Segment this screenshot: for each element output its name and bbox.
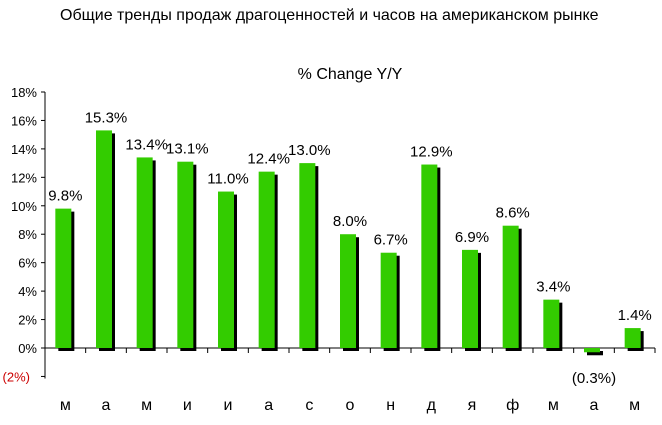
category-label: ф xyxy=(506,397,519,414)
category-label: н xyxy=(386,397,395,414)
data-label: 13.1% xyxy=(166,141,209,158)
data-label: 1.4% xyxy=(618,307,652,324)
bar-shadow xyxy=(587,351,603,356)
y-tick-label: 4% xyxy=(18,284,37,299)
data-label: 8.0% xyxy=(333,213,367,230)
bar xyxy=(218,191,234,348)
data-label: 6.7% xyxy=(374,232,408,249)
y-tick-label: 18% xyxy=(11,85,37,100)
data-label: 6.9% xyxy=(455,229,489,246)
chart-subtitle: % Change Y/Y xyxy=(297,66,403,83)
category-label: и xyxy=(183,397,192,414)
y-tick-label: (2%) xyxy=(3,369,30,384)
bar xyxy=(96,130,112,348)
category-label: я xyxy=(468,397,477,414)
y-tick-label: 16% xyxy=(11,113,37,128)
category-label: м xyxy=(548,397,559,414)
data-label: 11.0% xyxy=(207,171,248,188)
data-label: 13.0% xyxy=(288,142,331,159)
category-label: и xyxy=(224,397,233,414)
bar xyxy=(340,234,356,348)
category-label: а xyxy=(264,397,273,414)
bar xyxy=(55,208,72,348)
y-tick-label: 14% xyxy=(11,142,37,157)
data-label: 8.6% xyxy=(496,205,530,222)
bar xyxy=(299,163,316,348)
bar xyxy=(421,164,438,348)
category-label: м xyxy=(141,397,152,414)
data-label: 15.3% xyxy=(85,109,128,126)
data-label: 9.8% xyxy=(48,188,82,205)
y-tick-label: 12% xyxy=(11,170,37,185)
category-label: а xyxy=(590,397,599,414)
bar xyxy=(624,328,641,348)
category-label: о xyxy=(346,397,355,414)
category-label: м xyxy=(60,397,71,414)
data-labels: 9.8% 15.3% 13.4%13.1% 11.0% 12.4%13.0% 8.0% 6.… xyxy=(48,109,652,387)
data-label: 12.9% xyxy=(410,144,453,161)
y-tick-label: 10% xyxy=(11,199,37,214)
y-tick-label: 6% xyxy=(18,256,37,271)
bar xyxy=(258,171,275,348)
bar xyxy=(584,348,600,353)
category-label: д xyxy=(427,397,437,414)
bar xyxy=(502,225,519,348)
y-tick-label: 8% xyxy=(18,227,37,242)
y-tick-label: 0% xyxy=(18,341,37,356)
data-label: 13.4% xyxy=(125,136,168,153)
bar xyxy=(462,249,478,348)
category-label: с xyxy=(305,397,313,414)
bar xyxy=(177,161,194,348)
bar xyxy=(380,252,397,348)
data-label: 12.4% xyxy=(247,151,290,168)
data-label: 3.4% xyxy=(536,279,570,296)
bars xyxy=(55,130,644,356)
bar xyxy=(543,299,560,348)
y-tick-labels: 18% 16% 14% 12% 10% 8% 6% 4% 2% 0% (2%) xyxy=(3,85,38,384)
y-tick-label: 2% xyxy=(18,313,37,328)
category-label: м xyxy=(629,397,640,414)
chart-title: Общие тренды продаж драгоценностей и час… xyxy=(60,7,599,24)
data-label: (0.3%) xyxy=(572,370,616,387)
bar xyxy=(136,157,153,348)
category-label: а xyxy=(102,397,111,414)
